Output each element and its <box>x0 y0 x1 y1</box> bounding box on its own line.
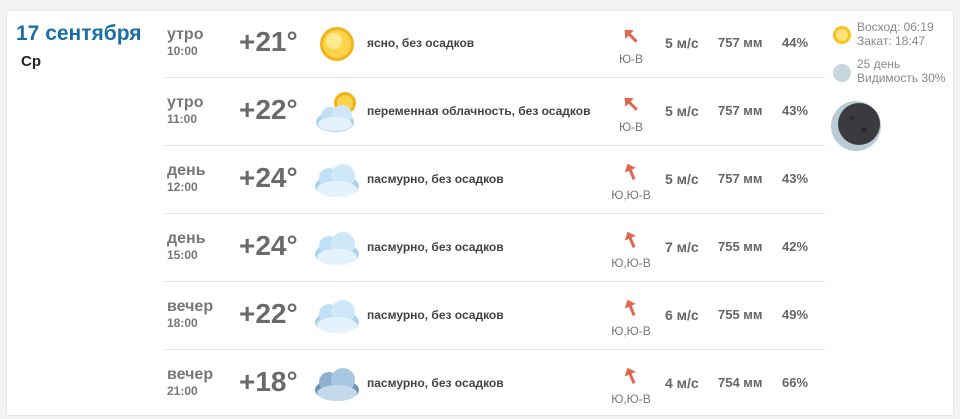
temperature: +22° <box>239 94 298 125</box>
wind-direction: Ю,Ю-В <box>611 256 651 270</box>
moon-small-icon <box>833 64 851 82</box>
wind-direction: Ю-В <box>618 52 644 66</box>
time: 11:00 <box>167 112 198 126</box>
pressure: 754 мм <box>718 375 763 390</box>
sunset: Закат: 18:47 <box>857 34 926 48</box>
cloud-icon <box>315 232 359 265</box>
pressure: 755 мм <box>718 307 763 322</box>
weekday-label: Ср <box>21 53 41 70</box>
wind-direction: Ю,Ю-В <box>611 324 651 338</box>
wind-speed: 7 м/с <box>665 239 699 255</box>
wind-arrow-icon <box>624 29 638 43</box>
humidity: 43% <box>782 103 809 118</box>
forecast-row: утро 10:00 +21° ясно, без осадков Ю-В 5 … <box>165 9 825 78</box>
wind-arrow-icon <box>624 299 636 316</box>
wind-direction: Ю,Ю-В <box>611 392 651 406</box>
temperature: +24° <box>239 230 298 261</box>
wind-speed: 4 м/с <box>665 375 699 391</box>
moon-visibility: Видимость 30% <box>857 71 946 85</box>
period: утро <box>167 26 204 43</box>
wind-speed: 5 м/с <box>665 35 699 51</box>
wind-arrow-icon <box>624 367 636 384</box>
period: вечер <box>167 298 214 315</box>
time: 12:00 <box>167 180 198 194</box>
moon-phase-icon <box>831 101 881 151</box>
period: утро <box>167 94 204 111</box>
wind-arrow-icon <box>624 97 638 111</box>
time: 10:00 <box>167 44 198 58</box>
pressure: 757 мм <box>718 103 763 118</box>
forecast-row: утро 11:00 +22° переменная облачность, б… <box>165 77 825 146</box>
temperature: +18° <box>239 366 298 397</box>
weather-description: ясно, без осадков <box>367 36 475 50</box>
wind-direction: Ю,Ю-В <box>611 188 651 202</box>
humidity: 42% <box>782 239 809 254</box>
temperature: +24° <box>239 162 298 193</box>
humidity: 44% <box>782 35 809 50</box>
dark-cloud-icon <box>315 368 359 401</box>
wind-arrow-icon <box>624 231 636 248</box>
cloud-icon <box>315 300 359 333</box>
weather-description: пасмурно, без осадков <box>367 172 504 186</box>
wind-speed: 5 м/с <box>665 171 699 187</box>
humidity: 43% <box>782 171 809 186</box>
cloud-icon <box>315 164 359 197</box>
forecast-row: день 15:00 +24° пасмурно, без осадков Ю,… <box>165 213 825 282</box>
period: день <box>167 230 206 247</box>
pressure: 757 мм <box>718 35 763 50</box>
time: 18:00 <box>167 316 198 330</box>
wind-speed: 6 м/с <box>665 307 699 323</box>
weather-description: пасмурно, без осадков <box>367 308 504 322</box>
temperature: +21° <box>239 26 298 57</box>
wind-direction: Ю-В <box>618 120 644 134</box>
sunrise: Восход: 06:19 <box>857 20 934 34</box>
moon-day: 25 день <box>857 57 901 71</box>
partly-cloudy-icon <box>316 92 356 132</box>
sun-icon <box>320 27 354 61</box>
time: 21:00 <box>167 384 198 398</box>
date-label: 17 сентября <box>16 22 142 45</box>
period: день <box>167 162 206 179</box>
wind-speed: 5 м/с <box>665 103 699 119</box>
forecast-row: день 12:00 +24° пасмурно, без осадков Ю,… <box>165 145 825 214</box>
weather-description: пасмурно, без осадков <box>367 240 504 254</box>
weather-description: переменная облачность, без осадков <box>367 104 591 118</box>
pressure: 755 мм <box>718 239 763 254</box>
forecast-row: вечер 18:00 +22° пасмурно, без осадков Ю… <box>165 281 825 350</box>
humidity: 66% <box>782 375 809 390</box>
time: 15:00 <box>167 248 198 262</box>
wind-arrow-icon <box>624 163 636 180</box>
pressure: 757 мм <box>718 171 763 186</box>
weather-description: пасмурно, без осадков <box>367 376 504 390</box>
sun-icon <box>833 26 851 44</box>
temperature: +22° <box>239 298 298 329</box>
period: вечер <box>167 366 214 383</box>
humidity: 49% <box>782 307 809 322</box>
forecast-row: вечер 21:00 +18° пасмурно, без осадков Ю… <box>165 349 825 417</box>
